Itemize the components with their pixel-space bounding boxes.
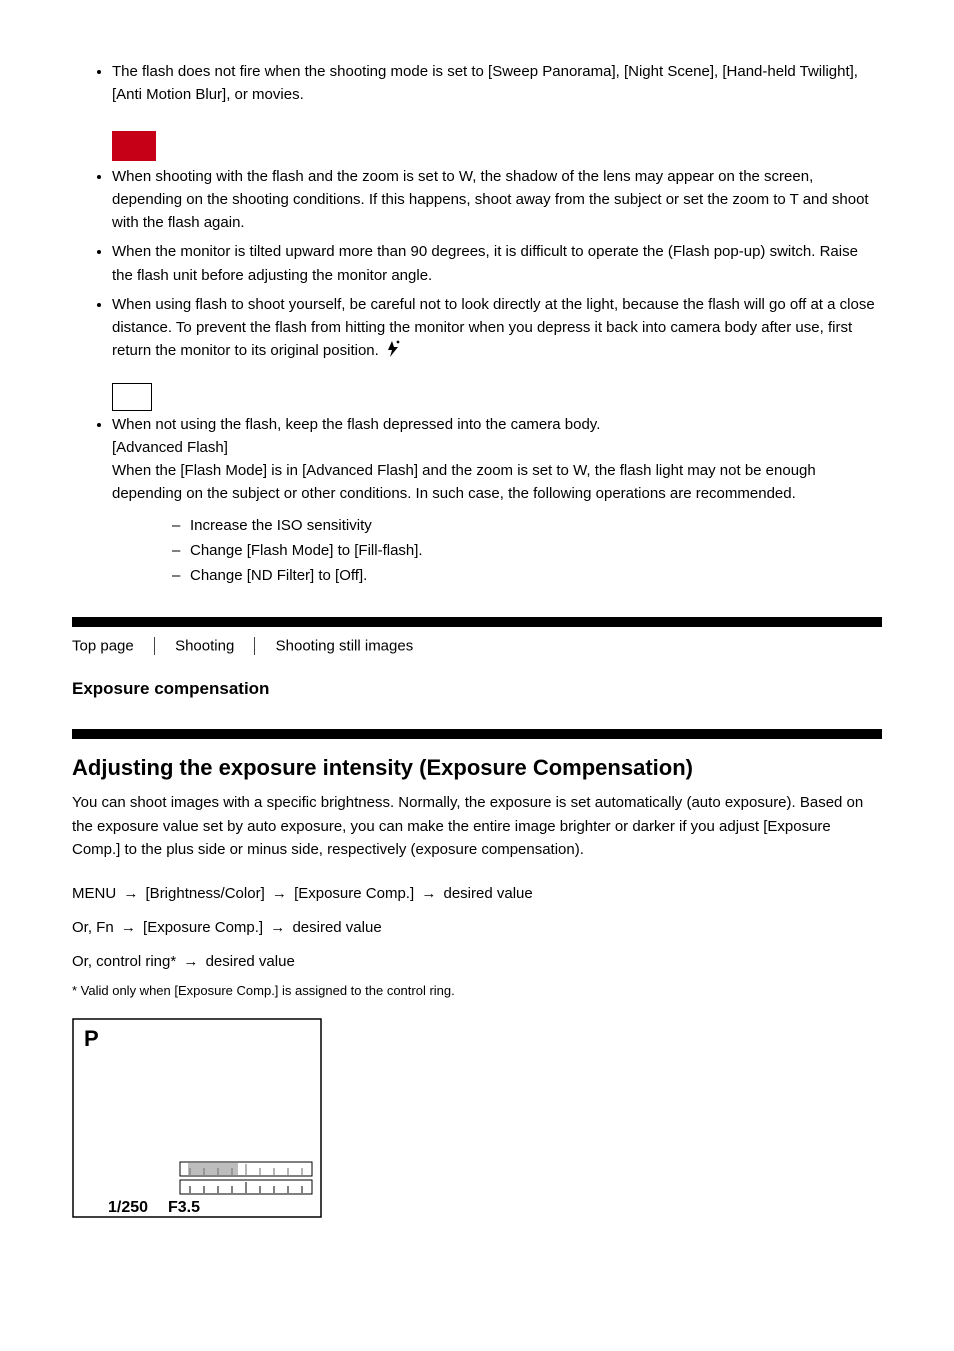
arrow-icon: → [118,919,139,936]
breadcrumb-sep-1 [154,637,155,655]
section-divider-top [72,617,882,627]
sequence-2: Or, Fn → [Exposure Comp.] → desired valu… [72,913,882,943]
tip-dash-2: Change [Flash Mode] to [Fill-flash]. [172,539,882,562]
arrow-icon: → [267,919,288,936]
warn-bullet-2: When the monitor is tilted upward more t… [112,240,882,287]
sequence-1: MENU → [Brightness/Color] → [Exposure Co… [72,879,882,909]
tip-icon-box [112,383,152,411]
seq1-part3: [Exposure Comp.] [294,885,414,902]
seq2-part3: desired value [292,919,381,936]
breadcrumb: Top page Shooting Shooting still images [72,637,882,663]
breadcrumb-still[interactable]: Shooting still images [276,638,414,655]
seq2-part1: Or, Fn [72,919,114,936]
warning-icon-box [112,131,156,161]
arrow-icon: → [180,953,201,970]
breadcrumb-top[interactable]: Top page [72,638,134,655]
seq1-part4: desired value [443,885,532,902]
arrow-icon: → [269,885,290,902]
figure-mode-text: P [84,1026,99,1051]
seq3-part2: desired value [206,953,295,970]
intro-paragraph: You can shoot images with a specific bri… [72,791,882,861]
section-divider-mid [72,729,882,739]
figure-aperture-text: F3.5 [168,1199,200,1216]
warn-bullet-3-text: When using flash to shoot yourself, be c… [112,296,875,360]
arrow-icon: → [418,885,439,902]
tip-dash-3: Change [ND Filter] to [Off]. [172,564,882,587]
warn-bullet-3: When using flash to shoot yourself, be c… [112,293,882,363]
tip-dash-1: Increase the ISO sensitivity [172,514,882,537]
seq1-part1: MENU [72,885,116,902]
tip-bullet: When not using the flash, keep the flash… [112,413,882,588]
sequence-3: Or, control ring* → desired value [72,947,882,977]
figure-shutter-text: 1/250 [108,1199,148,1216]
flash-popup-icon [383,339,403,359]
warn-bullet-1: When shooting with the flash and the zoo… [112,165,882,235]
tip-bracket-body: When the [Flash Mode] is in [Advanced Fl… [112,462,816,502]
bullet-flash-no-fire: The flash does not fire when the shootin… [112,60,882,107]
arrow-icon: → [120,885,141,902]
main-heading: Adjusting the exposure intensity (Exposu… [72,755,882,781]
seq1-part2: [Brightness/Color] [146,885,265,902]
tip-lead: When not using the flash, keep the flash… [112,416,600,433]
section-heading-exposure-comp: Exposure compensation [72,679,882,699]
seq3-part1: Or, control ring* [72,953,176,970]
seq2-part2: [Exposure Comp.] [143,919,263,936]
control-ring-note: * Valid only when [Exposure Comp.] is as… [72,983,882,998]
breadcrumb-shooting[interactable]: Shooting [175,638,234,655]
lcd-figure: P [72,1018,882,1223]
tip-bracket-lead: [Advanced Flash] [112,439,228,456]
breadcrumb-sep-2 [254,637,255,655]
